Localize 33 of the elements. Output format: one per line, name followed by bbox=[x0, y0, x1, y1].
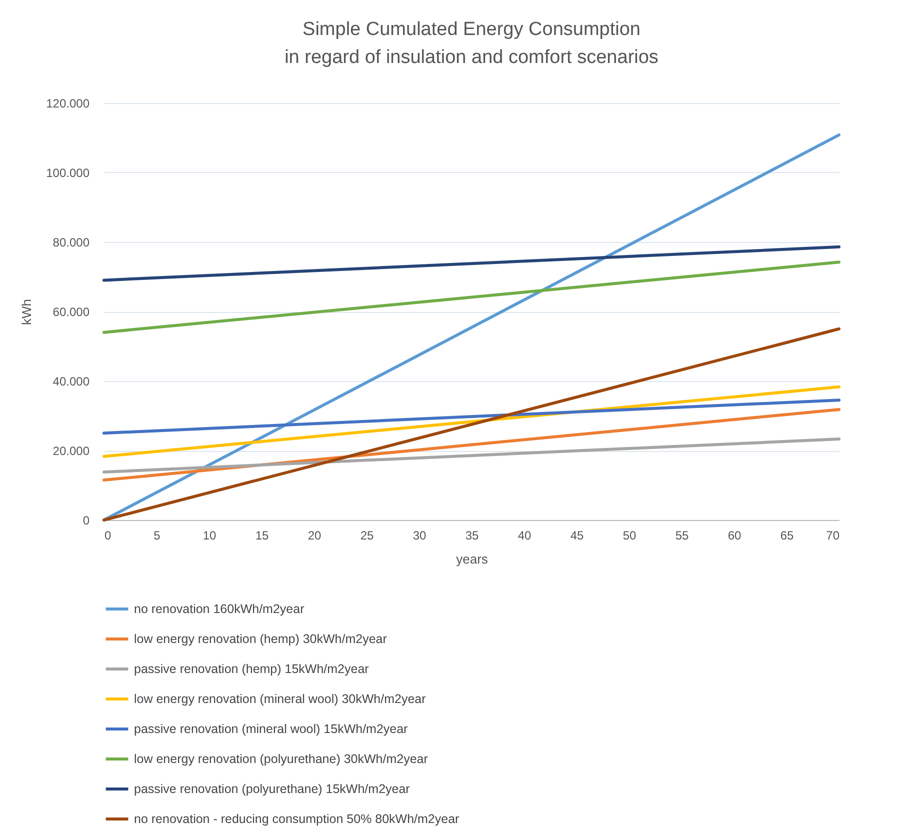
x-axis-title: years bbox=[456, 552, 488, 566]
y-tick-label: 40.000 bbox=[52, 374, 90, 388]
x-tick-label: 20 bbox=[308, 528, 322, 542]
x-tick-label: 50 bbox=[622, 528, 636, 542]
x-tick-label: 55 bbox=[675, 528, 689, 542]
legend-label: no renovation - reducing consumption 50% 80kWh/m2year bbox=[134, 812, 460, 826]
y-tick-label: 80.000 bbox=[52, 236, 90, 250]
y-tick-label: 120.000 bbox=[46, 96, 90, 110]
y-tick-label: 100.000 bbox=[46, 166, 90, 180]
x-tick-label: 35 bbox=[465, 528, 479, 542]
legend-label: low energy renovation (mineral wool) 30kWh/m2year bbox=[134, 692, 426, 706]
y-tick-label: 20.000 bbox=[52, 444, 90, 458]
legend-label: no renovation 160kWh/m2year bbox=[134, 602, 304, 616]
y-axis-title: kWh bbox=[19, 299, 34, 325]
x-tick-label: 65 bbox=[780, 528, 794, 542]
x-tick-label: 5 bbox=[154, 528, 161, 542]
x-tick-label: 10 bbox=[202, 528, 216, 542]
x-tick-label: 0 bbox=[104, 528, 112, 542]
x-tick-label: 30 bbox=[412, 528, 426, 542]
x-tick-label: 15 bbox=[255, 528, 269, 542]
legend-label: low energy renovation (hemp) 30kWh/m2year bbox=[134, 632, 387, 646]
x-tick-label: 70 bbox=[826, 528, 840, 542]
y-tick-label: 0 bbox=[82, 514, 90, 528]
x-tick-label: 45 bbox=[570, 528, 584, 542]
x-tick-label: 40 bbox=[518, 528, 532, 542]
x-tick-label: 25 bbox=[360, 528, 374, 542]
y-tick-label: 60.000 bbox=[52, 305, 90, 319]
legend-label: passive renovation (hemp) 15kWh/m2year bbox=[134, 662, 369, 676]
chart-title: Simple Cumulated Energy Consumption in regard of insulation and comfort scenarios bbox=[284, 19, 658, 68]
legend-label: passive renovation (mineral wool) 15kWh/m2year bbox=[134, 722, 408, 736]
legend-label: low energy renovation (polyurethane) 30kWh/m2year bbox=[134, 752, 428, 766]
x-tick-label: 60 bbox=[728, 528, 742, 542]
legend-label: passive renovation (polyurethane) 15kWh/m2year bbox=[134, 782, 410, 796]
